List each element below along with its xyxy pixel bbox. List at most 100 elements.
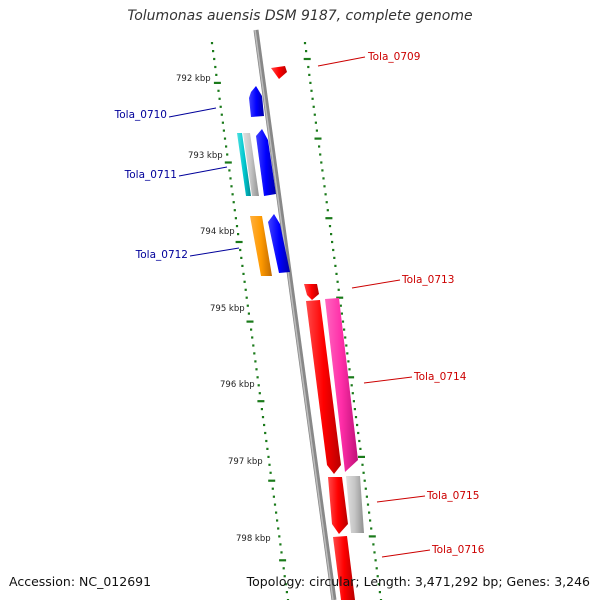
ruler-minor-tick (219, 105, 222, 108)
ruler-minor-tick (230, 185, 233, 188)
ruler-track-left (210, 42, 290, 600)
ruler-label-793: 793 kbp (188, 151, 223, 161)
ruler-minor-tick (308, 73, 311, 76)
ruler-minor-tick (352, 400, 355, 403)
ruler-minor-tick (231, 193, 234, 196)
ruler-minor-tick (243, 280, 246, 283)
ruler-major-tick (224, 161, 232, 164)
ruler-minor-tick (276, 519, 279, 522)
gene-tola-0716[interactable] (333, 536, 355, 600)
ruler-minor-tick (223, 137, 227, 140)
ruler-minor-tick (218, 97, 221, 100)
ruler-minor-tick (311, 97, 314, 100)
leader-tola-0714 (363, 376, 413, 384)
ruler-major-tick (279, 559, 287, 562)
ruler-label-798: 798 kbp (236, 534, 271, 544)
ruler-major-tick (246, 320, 254, 323)
ruler-minor-tick (228, 169, 231, 172)
ruler-major-tick (358, 455, 365, 458)
ruler-minor-tick (328, 225, 332, 228)
label-tola-0710[interactable]: Tola_0710 (114, 109, 167, 121)
ruler-minor-tick (279, 543, 282, 546)
ruler-minor-tick (361, 463, 364, 466)
ruler-minor-tick (258, 392, 261, 395)
ruler-minor-tick (264, 431, 267, 435)
ruler-minor-tick (312, 105, 315, 108)
ruler-minor-tick (256, 376, 259, 379)
label-tola-0713[interactable]: Tola_0713 (401, 274, 454, 286)
gene-tola-0709[interactable] (271, 66, 287, 79)
ruler-minor-tick (365, 495, 368, 498)
ruler-minor-tick (225, 145, 228, 148)
ruler-minor-tick (344, 336, 347, 339)
gene-tola-0711-cyan[interactable] (237, 133, 251, 196)
ruler-minor-tick (359, 447, 362, 450)
topology-text: Topology: circular; Length: 3,471,292 bp… (246, 574, 590, 589)
ruler-minor-tick (343, 328, 346, 331)
ruler-minor-tick (213, 57, 216, 61)
ruler-minor-tick (364, 487, 367, 490)
accession-text: Accession: NC_012691 (9, 574, 152, 589)
ruler-minor-tick (280, 551, 283, 554)
ruler-label-796: 796 kbp (220, 380, 255, 390)
label-tola-0709[interactable]: Tola_0709 (367, 51, 420, 63)
ruler-minor-tick (320, 161, 323, 164)
gene-tola-0710[interactable] (249, 86, 264, 117)
label-tola-0714[interactable]: Tola_0714 (413, 371, 467, 383)
label-tola-0712[interactable]: Tola_0712 (135, 249, 188, 261)
leader-tola-0716 (381, 549, 431, 558)
ruler-minor-tick (333, 256, 336, 259)
gene-tola-0714-pink[interactable] (325, 298, 358, 472)
gene-tola-0711-blue[interactable] (256, 129, 276, 196)
ruler-minor-tick (310, 89, 313, 92)
ruler-minor-tick (283, 575, 286, 578)
ruler-major-tick (303, 57, 311, 61)
ruler-minor-tick (253, 352, 256, 355)
ruler-major-tick (235, 240, 243, 244)
ruler-minor-tick (257, 384, 260, 387)
ruler-minor-tick (277, 527, 280, 530)
ruler-minor-tick (266, 447, 269, 450)
ruler-minor-tick (325, 201, 328, 204)
leader-tola-0710 (168, 107, 217, 118)
ruler-minor-tick (369, 519, 372, 522)
ruler-label-792: 792 kbp (176, 74, 211, 84)
ruler-minor-tick (244, 288, 247, 291)
ruler-minor-tick (370, 527, 373, 530)
gene-tola-0712-orange[interactable] (250, 216, 272, 276)
ruler-minor-tick (245, 296, 248, 299)
ruler-minor-tick (234, 217, 237, 220)
ruler-minor-tick (335, 272, 338, 275)
ruler-minor-tick (334, 264, 337, 267)
ruler-minor-tick (307, 65, 310, 69)
ruler-minor-tick (217, 89, 220, 92)
gene-tola-0711-grey[interactable] (243, 133, 259, 196)
gene-tola-0715-grey[interactable] (346, 476, 364, 533)
ruler-major-tick (325, 217, 333, 220)
label-tola-0711[interactable]: Tola_0711 (124, 169, 177, 181)
ruler-minor-tick (351, 392, 354, 395)
ruler-minor-tick (255, 368, 258, 371)
ruler-minor-tick (357, 431, 360, 435)
ruler-minor-tick (252, 344, 255, 347)
ruler-minor-tick (303, 42, 307, 45)
gene-tola-0715-red[interactable] (328, 477, 348, 534)
map-title: Tolumonas auensis DSM 9187, complete gen… (127, 8, 473, 24)
label-tola-0715[interactable]: Tola_0715 (426, 490, 479, 502)
ruler-minor-tick (305, 50, 308, 53)
ruler-minor-tick (237, 233, 240, 236)
gene-tola-0713[interactable] (304, 284, 319, 300)
ruler-minor-tick (376, 575, 379, 578)
gene-tola-0712-blue[interactable] (268, 214, 290, 273)
label-tola-0716[interactable]: Tola_0716 (431, 544, 485, 556)
ruler-minor-tick (378, 591, 381, 594)
ruler-minor-tick (282, 567, 285, 570)
ruler-minor-tick (323, 185, 326, 188)
ruler-minor-tick (354, 416, 358, 419)
gene-tola-0714-red[interactable] (306, 300, 341, 474)
ruler-minor-tick (337, 288, 340, 291)
ruler-minor-tick (220, 113, 223, 116)
ruler-major-tick (257, 400, 265, 403)
ruler-minor-tick (375, 567, 378, 570)
ruler-minor-tick (339, 304, 342, 307)
